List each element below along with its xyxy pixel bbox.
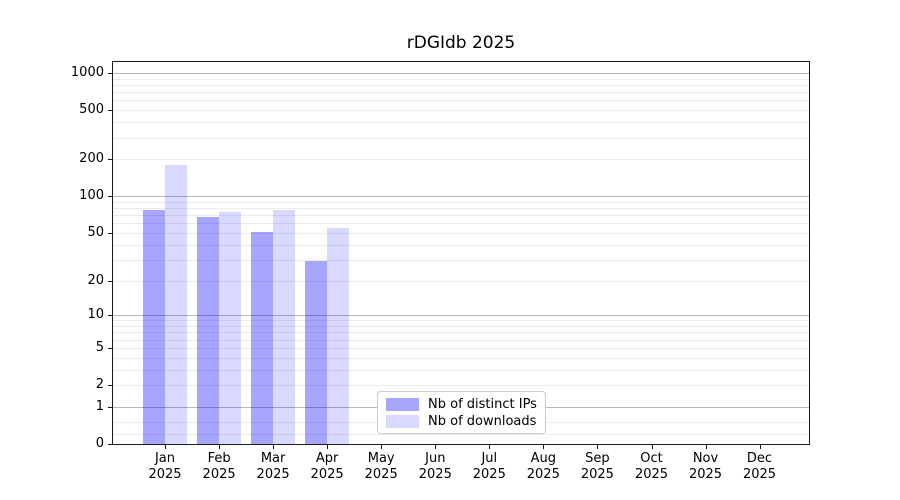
x-tick-mark-oct: [651, 445, 653, 449]
gridline-minor: [113, 201, 809, 203]
x-tick-mark-feb: [219, 445, 221, 449]
y-tick-label-200: 200: [79, 151, 104, 167]
x-tick-label-may: May 2025: [364, 451, 398, 482]
x-tick-mark-nov: [705, 445, 707, 449]
x-tick-mark-may: [381, 445, 383, 449]
x-tick-mark-jun: [435, 445, 437, 449]
legend-swatch-downloads: [386, 415, 419, 428]
bar-mar-2025-distinct-ips: [251, 231, 274, 444]
y-tick-label-2: 2: [95, 377, 104, 392]
y-tick-mark-1000: [108, 73, 112, 74]
y-tick-label-5: 5: [95, 339, 104, 355]
x-tick-label-aug: Aug 2025: [526, 451, 560, 482]
bar-mar-2025-downloads: [273, 210, 296, 444]
x-tick-mark-aug: [543, 445, 545, 449]
bar-apr-2025-downloads: [327, 227, 350, 444]
gridline-minor: [113, 137, 809, 139]
x-tick-label-sep: Sep 2025: [580, 451, 614, 482]
x-tick-mark-dec: [759, 445, 761, 449]
legend-item-distinct-ips: Nb of distinct IPs: [386, 397, 538, 412]
y-tick-label-0: 0: [95, 436, 104, 451]
x-tick-label-oct: Oct 2025: [634, 451, 669, 482]
x-tick-mark-sep: [597, 445, 599, 449]
gridline-major: [113, 196, 809, 198]
gridline-minor: [113, 320, 809, 322]
gridline-minor: [113, 208, 809, 209]
x-tick-label-apr: Apr 2025: [310, 451, 344, 482]
x-tick-label-jun: Jun 2025: [418, 451, 452, 482]
gridline-minor: [113, 223, 809, 225]
y-tick-mark-20: [108, 281, 112, 282]
legend-swatch-distinct-ips: [386, 398, 419, 411]
gridline-minor: [113, 215, 809, 217]
y-tick-label-10: 10: [87, 307, 104, 323]
gridline-minor: [113, 159, 809, 161]
y-tick-mark-1: [108, 407, 112, 408]
y-tick-mark-100: [108, 196, 112, 197]
y-tick-mark-500: [108, 110, 112, 111]
x-tick-label-nov: Nov 2025: [688, 451, 723, 482]
y-tick-label-100: 100: [79, 188, 104, 204]
gridline-minor: [113, 100, 809, 102]
x-tick-label-feb: Feb 2025: [202, 451, 236, 482]
gridline-minor: [113, 244, 809, 246]
x-tick-mark-jan: [165, 445, 166, 449]
x-tick-mark-jul: [489, 445, 491, 449]
gridline-minor: [113, 357, 809, 359]
gridline-minor: [113, 232, 809, 234]
gridline-minor: [113, 85, 809, 86]
gridline-minor: [113, 332, 809, 334]
bar-jan-2025-distinct-ips: [143, 210, 165, 444]
gridline-minor: [113, 92, 809, 94]
x-tick-label-dec: Dec 2025: [742, 451, 777, 482]
y-tick-label-20: 20: [87, 272, 104, 288]
gridline-minor: [113, 369, 809, 371]
y-tick-mark-5: [108, 348, 112, 349]
x-tick-label-jul: Jul 2025: [472, 451, 506, 482]
x-tick-label-jan: Jan 2025: [148, 451, 182, 482]
legend-label-distinct-ips: Nb of distinct IPs: [428, 397, 537, 412]
gridline-minor: [113, 259, 809, 261]
gridline-minor: [113, 280, 809, 282]
y-tick-label-1000: 1000: [70, 65, 104, 80]
gridline-major: [113, 73, 809, 74]
gridline-minor: [113, 326, 809, 327]
gridline-minor: [113, 122, 809, 124]
y-tick-mark-2: [108, 385, 112, 386]
y-tick-label-1: 1: [95, 398, 104, 414]
legend: Nb of distinct IPs Nb of downloads: [377, 391, 546, 434]
bar-apr-2025-distinct-ips: [305, 261, 328, 444]
gridline-major: [113, 315, 809, 317]
gridline-minor: [113, 339, 809, 341]
y-tick-mark-10: [108, 315, 112, 316]
plot-area: [112, 61, 810, 445]
gridline-minor: [113, 347, 809, 349]
x-tick-mark-apr: [327, 445, 329, 449]
y-tick-mark-50: [108, 233, 112, 234]
x-tick-mark-mar: [273, 445, 275, 449]
y-tick-label-500: 500: [79, 102, 104, 118]
gridline-minor: [113, 78, 809, 80]
bar-feb-2025-distinct-ips: [197, 217, 220, 444]
gridline-minor: [113, 434, 809, 436]
chart-title: rDGIdb 2025: [406, 33, 516, 53]
gridline-minor: [113, 385, 809, 386]
bar-jan-2025-downloads: [165, 164, 187, 444]
gridline-minor: [113, 110, 809, 112]
y-tick-mark-200: [108, 159, 112, 160]
legend-item-downloads: Nb of downloads: [386, 414, 538, 429]
y-tick-mark-0: [108, 444, 112, 445]
bar-feb-2025-downloads: [219, 212, 242, 444]
x-tick-label-mar: Mar 2025: [256, 451, 290, 482]
y-tick-label-50: 50: [87, 224, 104, 240]
legend-label-downloads: Nb of downloads: [428, 414, 537, 429]
